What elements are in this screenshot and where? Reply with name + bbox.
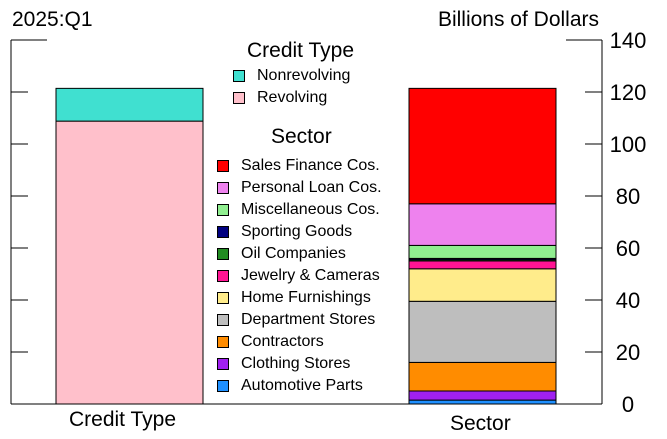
legend-label: Clothing Stores xyxy=(241,355,351,372)
credit-type-legend-title: Credit Type xyxy=(247,39,354,62)
legend-item-revolving: Revolving xyxy=(233,89,327,107)
legend-label: Home Furnishings xyxy=(241,289,371,306)
legend-label: Sales Finance Cos. xyxy=(241,157,380,174)
legend-item-sector: Miscellaneous Cos. xyxy=(217,201,380,219)
bar-segment-revolving xyxy=(55,120,204,405)
legend-swatch xyxy=(233,70,245,82)
legend-item-sector: Personal Loan Cos. xyxy=(217,179,382,197)
legend-label: Jewelry & Cameras xyxy=(241,267,380,284)
y-tick-label: 40 xyxy=(616,288,640,313)
y-tick-label: 80 xyxy=(616,184,640,209)
bar-segment-contractors xyxy=(408,361,557,392)
legend-label: Miscellaneous Cos. xyxy=(241,201,380,218)
units-label: Billions of Dollars xyxy=(437,8,599,31)
legend-item-sector: Sporting Goods xyxy=(217,223,352,241)
legend-label: Nonrevolving xyxy=(257,67,351,84)
legend-item-sector: Sales Finance Cos. xyxy=(217,157,380,175)
bar-segment-home-furnishings xyxy=(408,268,557,302)
x-tick-label-sector: Sector xyxy=(450,412,511,435)
bar-segment-nonrevolving xyxy=(55,87,204,122)
bar-segment-jewelry-cameras xyxy=(408,260,557,270)
legend-label: Sporting Goods xyxy=(241,223,353,240)
y-tick-label: 60 xyxy=(616,236,640,261)
legend-item-sector: Jewelry & Cameras xyxy=(217,267,380,285)
legend-label: Personal Loan Cos. xyxy=(241,179,382,196)
legend-swatch xyxy=(217,226,229,238)
bar-segment-personal-loan-cos xyxy=(408,203,557,246)
legend-label: Automotive Parts xyxy=(241,377,363,394)
legend-item-sector: Department Stores xyxy=(217,311,375,329)
legend-item-sector: Clothing Stores xyxy=(217,355,350,373)
legend-swatch xyxy=(217,380,229,392)
bar-segment-department-stores xyxy=(408,300,557,363)
bar-segment-sales-finance-cos xyxy=(408,87,557,205)
legend-swatch xyxy=(233,92,245,104)
legend-swatch xyxy=(217,314,229,326)
legend-item-sector: Contractors xyxy=(217,333,324,351)
y-tick-label: 120 xyxy=(610,80,647,105)
legend-swatch xyxy=(217,336,229,348)
legend-swatch xyxy=(217,270,229,282)
bar-segment-miscellaneous-cos xyxy=(408,244,557,259)
legend-label: Revolving xyxy=(257,89,328,106)
legend-swatch xyxy=(217,248,229,260)
legend-swatch xyxy=(217,204,229,216)
legend-item-sector: Automotive Parts xyxy=(217,377,363,395)
legend-item-nonrevolving: Nonrevolving xyxy=(233,67,350,85)
y-tick-label: 140 xyxy=(610,28,647,53)
legend-swatch xyxy=(217,292,229,304)
bar-segment-automotive-parts xyxy=(408,399,557,405)
legend-item-sector: Oil Companies xyxy=(217,245,346,263)
legend-label: Department Stores xyxy=(241,311,376,328)
period-label: 2025:Q1 xyxy=(12,8,93,31)
legend-item-sector: Home Furnishings xyxy=(217,289,371,307)
y-tick-label: 0 xyxy=(622,392,634,417)
legend-label: Oil Companies xyxy=(241,245,346,262)
legend-label: Contractors xyxy=(241,333,324,350)
x-tick-label-credit-type: Credit Type xyxy=(69,408,176,431)
y-tick-label: 20 xyxy=(616,340,640,365)
legend-swatch xyxy=(217,358,229,370)
bar-segment-clothing-stores xyxy=(408,390,557,401)
legend-swatch xyxy=(217,182,229,194)
sector-legend-title: Sector xyxy=(271,125,332,148)
legend-swatch xyxy=(217,160,229,172)
y-tick-label: 100 xyxy=(610,132,647,157)
